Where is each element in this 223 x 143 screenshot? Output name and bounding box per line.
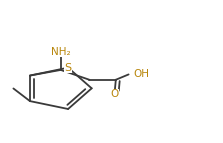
Text: OH: OH <box>133 69 149 79</box>
Text: NH₂: NH₂ <box>51 47 70 57</box>
Text: O: O <box>111 90 119 100</box>
Text: S: S <box>64 63 72 73</box>
